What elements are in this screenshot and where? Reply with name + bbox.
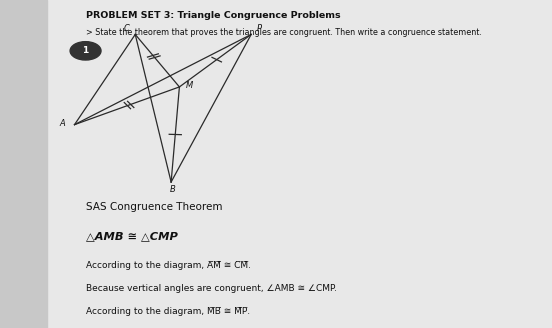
Bar	[0, 0, 47, 328]
Text: PROBLEM SET 3: Triangle Congruence Problems: PROBLEM SET 3: Triangle Congruence Probl…	[86, 11, 340, 20]
Text: A: A	[60, 119, 65, 128]
Text: P: P	[256, 24, 262, 33]
Text: According to the diagram, A̅M̅ ≅ C̅M̅.: According to the diagram, A̅M̅ ≅ C̅M̅.	[86, 261, 251, 270]
Text: M: M	[185, 81, 193, 90]
Text: C: C	[124, 24, 130, 33]
Text: Because vertical angles are congruent, ∠AMB ≅ ∠CMP.: Because vertical angles are congruent, ∠…	[86, 284, 336, 293]
Circle shape	[70, 42, 101, 60]
Text: According to the diagram, M̅B̅ ≅ M̅P̅.: According to the diagram, M̅B̅ ≅ M̅P̅.	[86, 307, 250, 316]
Text: B: B	[170, 185, 176, 194]
Text: SAS Congruence Theorem: SAS Congruence Theorem	[86, 202, 222, 212]
Text: △AMB ≅ △CMP: △AMB ≅ △CMP	[86, 231, 177, 241]
Text: 1: 1	[82, 46, 89, 55]
Text: > State the theorem that proves the triangles are congruent. Then write a congru: > State the theorem that proves the tria…	[86, 28, 481, 37]
